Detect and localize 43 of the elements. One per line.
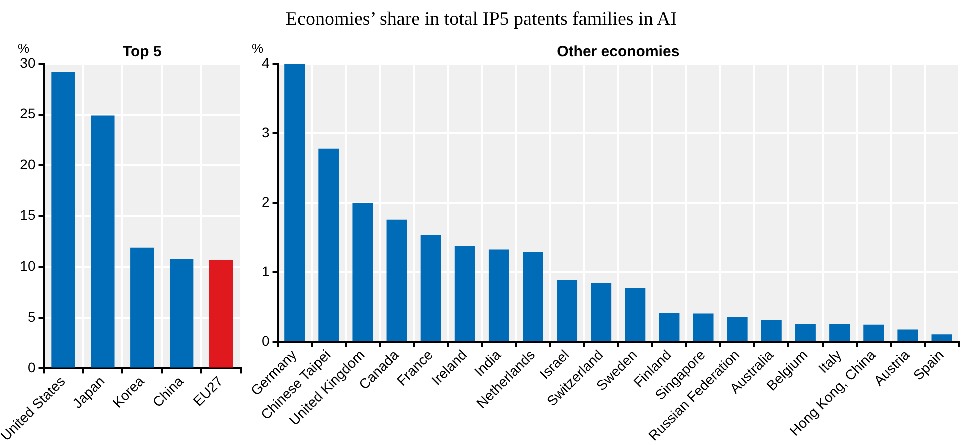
y-tick-label: 5 [28,308,36,325]
bar [523,252,544,342]
bar [454,246,476,342]
bar [625,288,646,342]
y-tick-label: 25 [20,106,36,122]
y-tick-label: 10 [20,258,36,274]
y-tick-label: 30 [20,54,36,71]
bar [352,203,374,342]
bar [420,235,442,342]
bar [488,250,510,342]
y-tick-label: 4 [262,54,270,71]
bar [557,280,578,342]
x-tick-label: Italy [815,346,845,376]
bar [898,330,918,342]
bar [91,116,115,368]
bar [130,248,154,368]
bar [209,260,234,368]
y-tick-label: 1 [262,264,270,280]
bar [318,148,340,342]
bar [170,259,194,368]
bar [830,324,850,342]
bar [796,324,816,342]
y-tick-label: 0 [28,360,36,376]
bar [932,334,952,342]
y-tick-label: 20 [20,156,36,172]
bar [864,324,884,342]
bar [386,220,408,342]
y-axis-title: % [18,41,30,56]
bar [52,72,76,368]
y-axis-title: % [252,41,264,56]
y-tick-label: 0 [262,333,270,350]
bar [591,283,612,342]
y-tick-label: 3 [262,124,270,140]
bar [659,313,680,342]
bar [761,320,782,342]
chart-title: Other economies [557,44,680,61]
chart-title: Top 5 [122,44,162,61]
bar [284,64,306,342]
bar [727,317,748,342]
y-tick-label: 15 [20,207,36,224]
y-tick-label: 2 [262,194,270,210]
bar [693,314,714,342]
text: Economies’ share in total IP5 patents families in AI [286,9,678,30]
